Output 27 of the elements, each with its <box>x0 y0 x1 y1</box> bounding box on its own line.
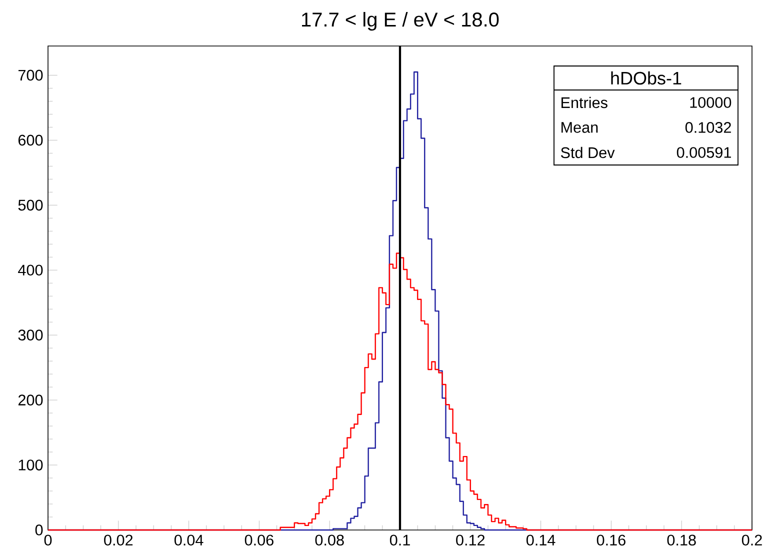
chart-title: 17.7 < lg E / eV < 18.0 <box>302 12 499 31</box>
annotation: 0.1032 <box>685 122 731 133</box>
x-tick-label: 0.14 <box>526 534 556 546</box>
annotation: Entries <box>562 96 608 108</box>
x-tick-label: 0.06 <box>244 534 274 546</box>
x-tick-label: 0.08 <box>315 534 344 546</box>
y-tick-label: 500 <box>18 200 43 211</box>
x-tick-label: 0.18 <box>667 534 696 546</box>
x-tick-label: 0.16 <box>596 534 626 546</box>
x-tick-label: 0.02 <box>104 534 133 546</box>
annotation: hDObs-1 <box>611 71 682 85</box>
y-tick-label: 600 <box>18 134 43 146</box>
x-tick-label: 0.2 <box>742 534 762 546</box>
x-tick-label: 0 <box>44 534 52 546</box>
annotation: Mean <box>562 122 598 133</box>
x-tick-label: 0.04 <box>174 534 204 546</box>
x-tick-label: 0.12 <box>456 534 485 546</box>
y-tick-label: 300 <box>18 330 43 341</box>
y-tick-label: 0 <box>35 524 43 536</box>
x-tick-label: 0.1 <box>390 534 410 546</box>
y-tick-label: 400 <box>18 264 43 276</box>
annotation: 0.00591 <box>676 147 731 158</box>
annotation: Std Dev <box>560 146 615 158</box>
annotation: 10000 <box>690 97 732 108</box>
y-tick-label: 200 <box>18 394 43 406</box>
y-tick-label: 100 <box>18 460 43 470</box>
y-tick-label: 700 <box>18 70 43 81</box>
